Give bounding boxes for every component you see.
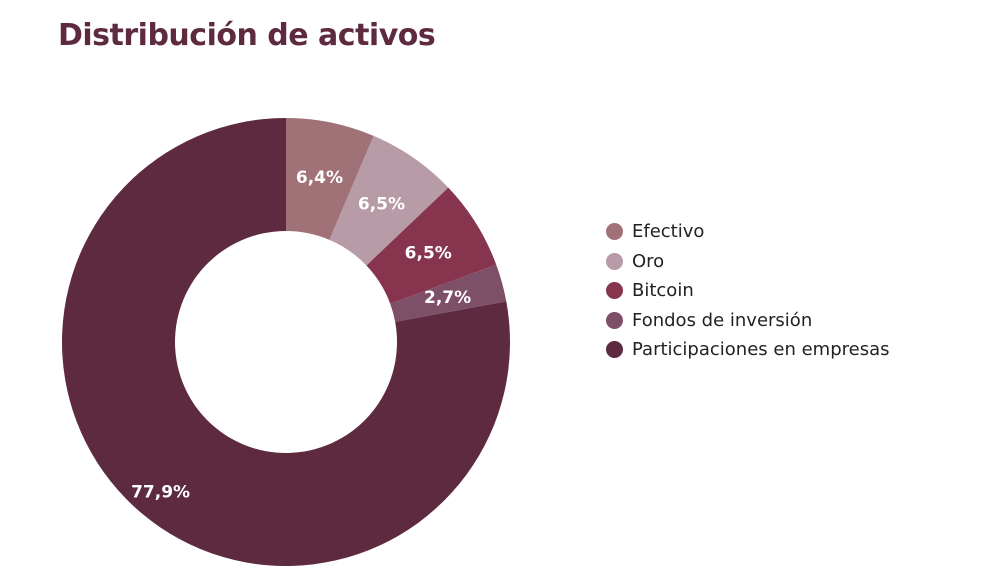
legend-swatch	[606, 223, 623, 241]
slice-label-fondos-de-inversion: 2,7%	[424, 288, 471, 308]
slice-participaciones-en-empresas	[62, 118, 511, 566]
legend-label: Participaciones en empresas	[632, 339, 890, 361]
legend-item-oro: Oro	[606, 247, 889, 277]
chart-title: Distribución de activos	[58, 18, 436, 53]
legend-swatch	[606, 282, 623, 300]
legend-item-efectivo: Efectivo	[606, 217, 889, 247]
slice-fondos-de-inversion	[390, 264, 507, 322]
legend-swatch	[606, 341, 623, 359]
legend-label: Oro	[632, 250, 665, 272]
legend-item-participaciones-en-empresas: Participaciones en empresas	[606, 335, 889, 365]
legend-swatch	[606, 311, 623, 329]
chart-legend: Efectivo Oro Bitcoin Fondos de inversión Par…	[606, 217, 889, 365]
legend-label: Efectivo	[632, 221, 705, 243]
slice-oro	[329, 135, 449, 266]
slice-label-efectivo: 6,4%	[296, 168, 343, 188]
slice-label-bitcoin: 6,5%	[405, 244, 452, 264]
legend-label: Bitcoin	[632, 280, 694, 302]
slice-bitcoin	[366, 187, 497, 304]
legend-item-bitcoin: Bitcoin	[606, 276, 889, 306]
slice-label-oro: 6,5%	[358, 194, 405, 214]
legend-label: Fondos de inversión	[632, 309, 813, 331]
legend-swatch	[606, 252, 623, 270]
slice-label-participaciones-en-empresas: 77,9%	[131, 483, 190, 503]
legend-item-fondos-de-inversion: Fondos de inversión	[606, 306, 889, 336]
slice-efectivo	[286, 118, 374, 240]
